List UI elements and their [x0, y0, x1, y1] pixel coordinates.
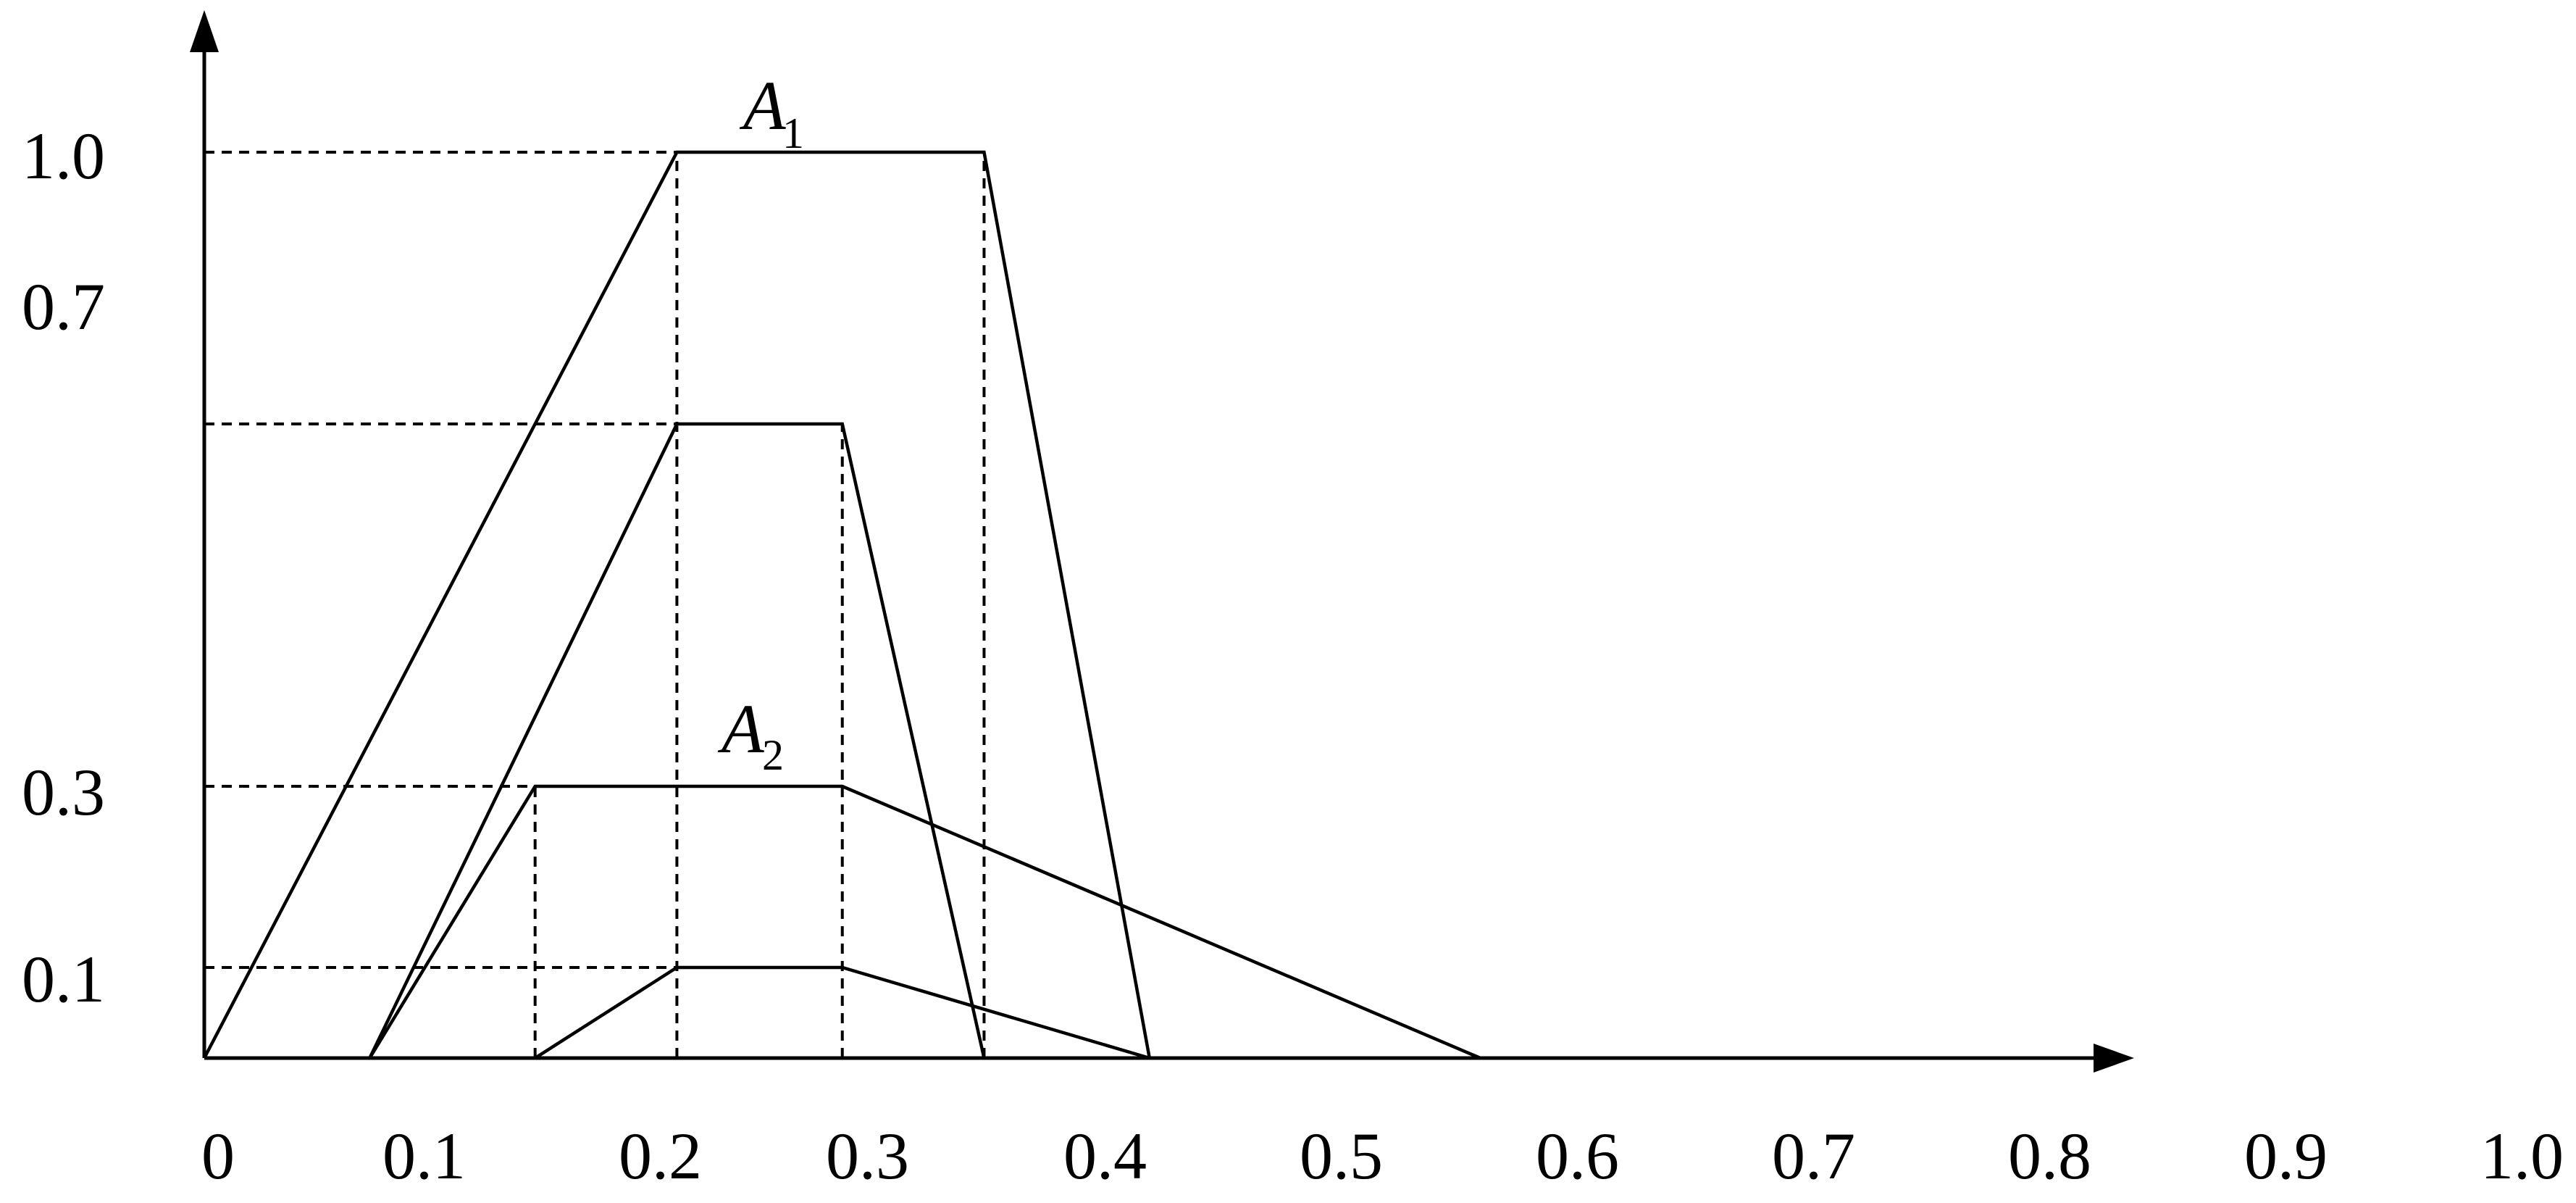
set-label-a2-subscript: 2: [762, 731, 784, 779]
x-tick-label: 0.9: [2244, 1119, 2328, 1193]
x-tick-label: 0: [201, 1119, 235, 1193]
guide-lines: [204, 151, 986, 1058]
x-axis-arrow-icon: [2094, 1044, 2134, 1073]
x-tick-label: 0.5: [1300, 1119, 1383, 1193]
x-tick-label: 0.8: [2008, 1119, 2091, 1193]
set-label-a1-subscript: 1: [782, 109, 804, 157]
x-tick-label: 0.1: [382, 1119, 466, 1193]
set-label-a1: A: [739, 67, 786, 144]
x-tick-label: 0.2: [619, 1119, 702, 1193]
y-tick-label: 0.3: [22, 755, 105, 829]
membership-line-a2: [534, 965, 1150, 1060]
x-tick-label: 0.3: [826, 1119, 909, 1193]
y-tick-label: 1.0: [22, 119, 105, 193]
membership-functions: [203, 150, 1481, 1060]
membership-line-a1: [203, 150, 1152, 1060]
x-tick-label: 0.4: [1063, 1119, 1147, 1193]
set-label-a2: A: [717, 690, 764, 767]
membership-line-inner-0.7: [368, 422, 986, 1059]
x-tick-label: 1.0: [2480, 1119, 2564, 1193]
x-tick-label: 0.6: [1536, 1119, 1619, 1193]
y-axis-arrow-icon: [190, 10, 219, 52]
y-tick-label: 0.7: [22, 270, 105, 344]
x-tick-label: 0.7: [1772, 1119, 1855, 1193]
membership-line-inner-0.3: [368, 784, 1481, 1060]
y-tick-label: 0.1: [22, 942, 105, 1016]
